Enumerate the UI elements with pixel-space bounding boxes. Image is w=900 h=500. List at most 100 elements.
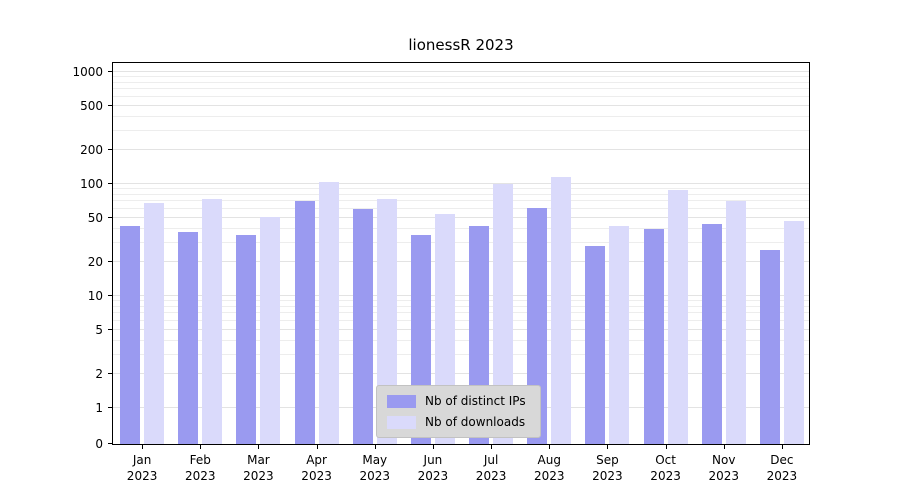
legend: Nb of distinct IPs Nb of downloads [376, 385, 541, 438]
gridline [113, 207, 809, 209]
x-tick-mark [607, 444, 609, 449]
x-tick-label: Jun 2023 [417, 453, 449, 484]
gridline [113, 216, 809, 218]
gridline [113, 76, 809, 78]
x-tick-label: Sep 2023 [592, 453, 623, 484]
legend-swatch-distinct-ips [387, 394, 416, 408]
gridline [113, 129, 809, 131]
gridline [113, 241, 809, 243]
x-tick-label: Feb 2023 [184, 453, 216, 484]
bar-distinct-ips-mar [236, 235, 257, 444]
y-tick-label: 200 [80, 143, 103, 158]
legend-label-downloads: Nb of downloads [425, 415, 526, 429]
y-tick-label: 100 [80, 177, 103, 191]
gridline [113, 81, 809, 83]
gridline [113, 300, 809, 302]
bar-distinct-ips-apr [294, 201, 315, 444]
x-tick-label: Apr 2023 [301, 453, 332, 484]
y-tick-mark [108, 216, 113, 218]
gridline [113, 88, 809, 90]
bar-downloads-dec [783, 220, 804, 444]
x-tick-label: Aug 2023 [533, 453, 565, 484]
gridline [113, 319, 809, 321]
x-tick-mark [723, 444, 725, 449]
x-tick-label: May 2023 [359, 453, 391, 484]
x-tick-label: Nov 2023 [708, 453, 740, 484]
x-tick-label: Mar 2023 [243, 453, 274, 484]
y-tick-label: 5 [95, 322, 103, 337]
gridline [113, 312, 809, 314]
bar-downloads-apr [318, 181, 339, 444]
legend-item-downloads: Nb of downloads [387, 415, 526, 429]
legend-swatch-downloads [387, 415, 416, 429]
bar-downloads-mar [260, 216, 281, 444]
x-tick-label: Jul 2023 [475, 453, 507, 484]
y-tick-mark [108, 443, 113, 444]
gridline [113, 95, 809, 97]
chart-title: lionessR 2023 [408, 36, 514, 54]
gridline [113, 104, 809, 106]
gridline [113, 188, 809, 190]
gridline [113, 115, 809, 117]
y-tick-mark [108, 407, 113, 408]
x-tick-mark [258, 444, 260, 449]
gridline [113, 373, 809, 375]
bar-distinct-ips-dec [759, 249, 780, 444]
x-tick-mark [200, 444, 202, 449]
bar-distinct-ips-sep [585, 245, 606, 444]
x-tick-mark [316, 444, 318, 449]
bar-distinct-ips-oct [643, 228, 664, 444]
x-tick-mark [374, 444, 376, 449]
x-tick-mark [549, 444, 551, 449]
gridline [113, 328, 809, 330]
bar-distinct-ips-nov [701, 223, 722, 444]
bar-distinct-ips-may [352, 208, 373, 444]
y-tick-mark [108, 373, 113, 375]
bar-downloads-oct [667, 190, 688, 444]
y-tick-label: 50 [87, 210, 103, 225]
bar-downloads-feb [202, 198, 223, 444]
gridline [113, 353, 809, 355]
plot-area: Nb of distinct IPs Nb of downloads 0 1 2 5 1… [72, 62, 810, 483]
gridline [113, 227, 809, 229]
y-tick-label: 20 [87, 255, 103, 270]
legend-label-distinct-ips: Nb of distinct IPs [425, 394, 526, 408]
bar-distinct-ips-feb [178, 232, 199, 444]
bar-downloads-aug [551, 177, 572, 444]
legend-item-distinct-ips: Nb of distinct IPs [387, 394, 526, 408]
bar-downloads-jan [144, 202, 165, 444]
y-tick-mark [108, 183, 113, 184]
gridline [113, 193, 809, 195]
y-tick-label: 1000 [72, 65, 103, 79]
x-tick-mark [491, 444, 493, 449]
bar-downloads-nov [725, 201, 746, 444]
y-tick-mark [108, 261, 113, 263]
y-tick-label: 0 [95, 437, 103, 451]
gridline [113, 261, 809, 263]
bar-downloads-jul [493, 184, 514, 444]
y-tick-mark [108, 328, 113, 330]
x-tick-mark [432, 444, 434, 449]
gridline [113, 71, 809, 72]
x-tick-label: Dec 2023 [766, 453, 798, 484]
x-tick-label: Oct 2023 [650, 453, 681, 484]
x-tick-mark [665, 444, 667, 449]
y-tick-mark [108, 71, 113, 72]
y-tick-label: 10 [87, 289, 103, 303]
bar-distinct-ips-jan [120, 226, 141, 444]
x-tick-mark [142, 444, 144, 449]
gridline [113, 339, 809, 341]
y-tick-mark [108, 149, 113, 151]
gridline [113, 149, 809, 151]
bar-downloads-sep [609, 226, 630, 444]
y-tick-label: 500 [80, 98, 103, 113]
y-tick-label: 1 [95, 401, 103, 415]
bar-downloads-may [376, 199, 397, 444]
x-tick-label: Jan 2023 [126, 453, 158, 484]
gridline [113, 305, 809, 307]
gridline [113, 295, 809, 296]
x-tick-mark [781, 444, 783, 449]
y-tick-mark [108, 295, 113, 296]
y-tick-mark [108, 104, 113, 106]
